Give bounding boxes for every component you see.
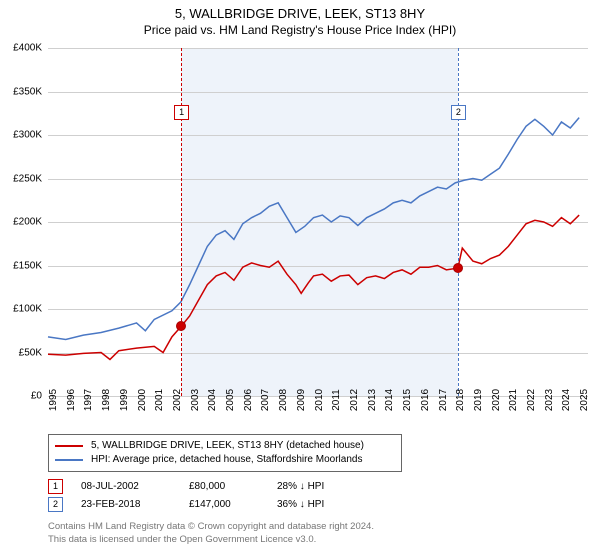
- event-date: 08-JUL-2002: [81, 481, 171, 492]
- event-index-box: 2: [48, 497, 63, 512]
- footer: Contains HM Land Registry data © Crown c…: [48, 520, 374, 546]
- event-row: 1 08-JUL-2002 £80,000 28% ↓ HPI: [48, 479, 367, 494]
- event-row: 2 23-FEB-2018 £147,000 36% ↓ HPI: [48, 497, 367, 512]
- legend: 5, WALLBRIDGE DRIVE, LEEK, ST13 8HY (det…: [48, 434, 402, 472]
- event-pct: 36% ↓ HPI: [277, 499, 367, 510]
- event-pct: 28% ↓ HPI: [277, 481, 367, 492]
- title-sub: Price paid vs. HM Land Registry's House …: [0, 23, 600, 37]
- legend-swatch: [55, 459, 83, 461]
- legend-row: 5, WALLBRIDGE DRIVE, LEEK, ST13 8HY (det…: [55, 439, 395, 453]
- title-main: 5, WALLBRIDGE DRIVE, LEEK, ST13 8HY: [0, 6, 600, 21]
- line-series: [48, 48, 588, 396]
- legend-swatch: [55, 445, 83, 447]
- event-index-box: 1: [48, 479, 63, 494]
- legend-label: HPI: Average price, detached house, Staf…: [91, 453, 362, 467]
- event-price: £147,000: [189, 499, 259, 510]
- events-table: 1 08-JUL-2002 £80,000 28% ↓ HPI 2 23-FEB…: [48, 476, 367, 515]
- footer-line: This data is licensed under the Open Gov…: [48, 533, 374, 546]
- title-block: 5, WALLBRIDGE DRIVE, LEEK, ST13 8HY Pric…: [0, 0, 600, 37]
- legend-label: 5, WALLBRIDGE DRIVE, LEEK, ST13 8HY (det…: [91, 439, 364, 453]
- event-price: £80,000: [189, 481, 259, 492]
- event-date: 23-FEB-2018: [81, 499, 171, 510]
- footer-line: Contains HM Land Registry data © Crown c…: [48, 520, 374, 533]
- chart-area: 12 £0£50K£100K£150K£200K£250K£300K£350K£…: [48, 48, 588, 396]
- legend-row: HPI: Average price, detached house, Staf…: [55, 453, 395, 467]
- chart-container: 5, WALLBRIDGE DRIVE, LEEK, ST13 8HY Pric…: [0, 0, 600, 560]
